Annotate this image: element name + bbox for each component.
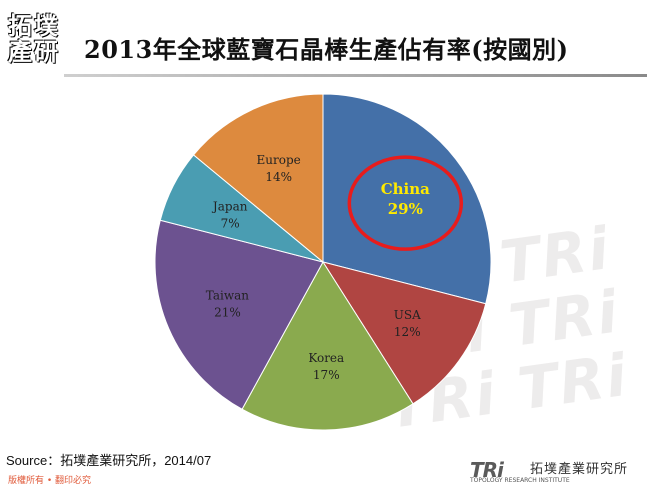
copyright-note: 版權所有 • 翻印必究 — [8, 476, 92, 486]
slice-value-korea: 17% — [313, 368, 340, 382]
tri-logo-mark: TRi — [470, 458, 504, 482]
tri-brand-cn: 拓墣產業研究所 — [530, 462, 629, 477]
slice-label-china: China — [381, 180, 430, 198]
logo-char-4: 研 — [34, 37, 58, 66]
china-highlight-circle — [347, 155, 464, 251]
source-note: Source：拓墣產業研究所，2014/07 — [6, 453, 212, 468]
slice-label-usa: USA — [394, 308, 421, 322]
slice-china — [322, 93, 492, 305]
slice-value-europe: 14% — [265, 170, 292, 184]
slice-value-china: 29% — [388, 200, 423, 218]
slice-europe — [192, 93, 324, 264]
slice-label-taiwan: Taiwan — [206, 288, 249, 302]
title-underline — [64, 74, 647, 77]
slice-taiwan — [154, 219, 324, 410]
slice-value-usa: 12% — [394, 325, 421, 339]
chart-title: 2013年全球藍寶石晶棒生產佔有率(按國別) — [84, 35, 569, 64]
logo-char-1: 拓 — [8, 11, 32, 40]
slice-label-europe: Europe — [257, 153, 301, 167]
publisher-logo: 拓 墣 產 研 — [4, 4, 64, 66]
logo-char-3: 產 — [8, 37, 32, 66]
tri-brand-logo: TRi 拓墣產業研究所 TOPOLOGY RESEARCH INSTITUTE — [470, 458, 640, 484]
tri-brand-en: TOPOLOGY RESEARCH INSTITUTE — [470, 477, 570, 484]
slice-label-korea: Korea — [308, 351, 344, 365]
pie-slices — [154, 93, 492, 431]
slice-label-japan: Japan — [211, 200, 248, 214]
pie-labels: China 29% USA 12% Korea 17% Taiwan 21% Japan 7% Eu… — [206, 153, 430, 382]
slice-value-taiwan: 21% — [214, 305, 241, 319]
slice-korea — [241, 261, 414, 431]
slice-value-japan: 7% — [221, 217, 240, 231]
logo-char-2: 墣 — [34, 11, 58, 40]
slice-usa — [321, 261, 487, 405]
